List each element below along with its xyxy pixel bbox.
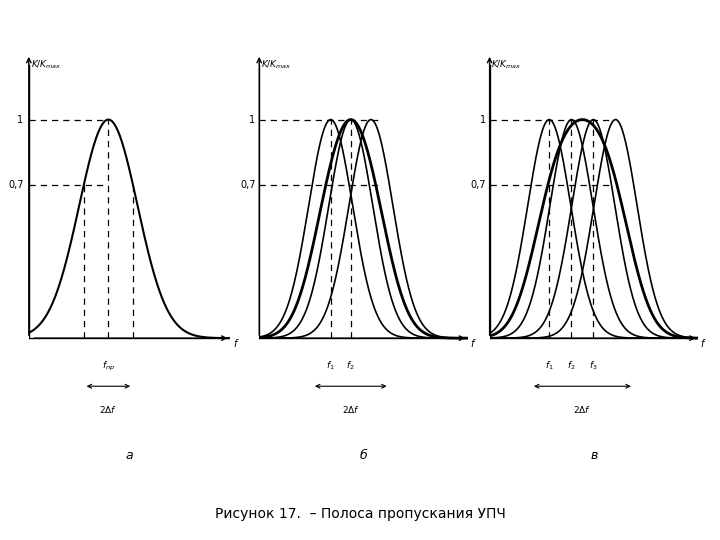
Text: б: б: [360, 449, 367, 462]
Text: $f$: $f$: [233, 336, 240, 348]
Text: 1: 1: [17, 114, 24, 125]
Text: в: в: [590, 449, 598, 462]
Text: $f$: $f$: [470, 336, 477, 348]
Text: $f$: $f$: [700, 336, 707, 348]
Text: 0,7: 0,7: [471, 180, 486, 190]
Text: $f_1$: $f_1$: [326, 360, 335, 373]
Text: $2\Delta f$: $2\Delta f$: [573, 404, 592, 415]
Text: $f_3$: $f_3$: [589, 360, 598, 373]
Text: $K/K_{max}$: $K/K_{max}$: [261, 58, 292, 71]
Text: $f_2$: $f_2$: [346, 360, 355, 373]
Text: $f_{пр}$: $f_{пр}$: [102, 360, 115, 373]
Text: Рисунок 17.  – Полоса пропускания УПЧ: Рисунок 17. – Полоса пропускания УПЧ: [215, 508, 505, 522]
Text: $f_1$: $f_1$: [545, 360, 554, 373]
Text: 1: 1: [480, 114, 486, 125]
Text: $2\Delta f$: $2\Delta f$: [342, 404, 360, 415]
Text: 0,7: 0,7: [8, 180, 24, 190]
Text: $K/K_{max}$: $K/K_{max}$: [32, 58, 62, 71]
Text: а: а: [126, 449, 133, 462]
Text: $2\Delta f$: $2\Delta f$: [99, 404, 117, 415]
Text: $f_2$: $f_2$: [567, 360, 576, 373]
Text: 1: 1: [249, 114, 256, 125]
Text: 0,7: 0,7: [240, 180, 256, 190]
Text: $K/K_{max}$: $K/K_{max}$: [491, 58, 522, 71]
